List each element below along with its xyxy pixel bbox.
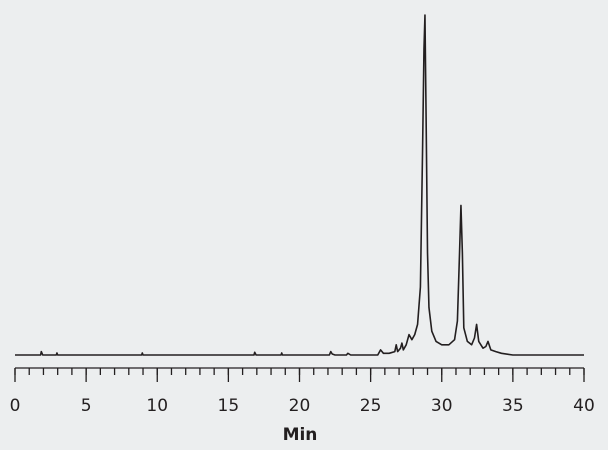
x-tick-label: 20 (289, 396, 311, 416)
x-axis-label: Min (283, 425, 318, 445)
x-tick-label: 40 (573, 396, 595, 416)
x-tick-label: 10 (146, 396, 168, 416)
x-tick-label: 25 (360, 396, 382, 416)
x-tick-label: 0 (10, 396, 21, 416)
x-tick-label: 35 (502, 396, 524, 416)
x-tick-label: 15 (218, 396, 240, 416)
x-tick-label: 30 (431, 396, 453, 416)
chromatogram-trace (15, 14, 584, 356)
x-tick-label: 5 (81, 396, 92, 416)
